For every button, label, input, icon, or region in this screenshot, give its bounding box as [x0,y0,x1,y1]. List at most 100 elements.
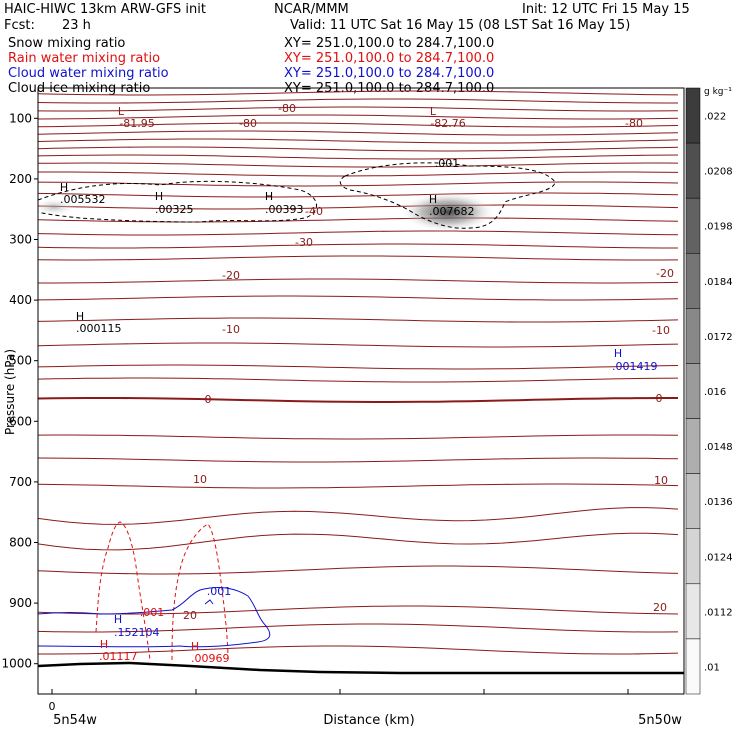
extremum-marker: H [429,193,437,206]
organization-label: NCAR/MMM [274,2,349,17]
colorbar-tick-label: .0112 [704,607,733,618]
extremum-value: .00969 [191,652,230,665]
colorbar-tick-label: .0172 [704,332,733,343]
isotherm-line [38,342,679,348]
isotherm-line [38,171,679,177]
y-tick-label: 900 [9,596,32,610]
isotherm-line [38,457,679,463]
x-endpoint-left: 5n54w [53,713,97,728]
colorbar-tick-label: .016 [704,387,726,398]
x-axis [51,689,629,694]
isotherm-line [38,130,679,136]
isotherm-line [38,605,679,615]
y-tick-label: 400 [9,293,32,307]
isotherm-line [38,377,679,383]
isotherm-line [38,397,678,403]
extremum-marker: L [430,105,437,118]
forecast-label: Fcst: [4,18,35,33]
field-xy-cloud-water: XY= 251.0,100.0 to 284.7,100.0 [284,66,495,81]
extremum-marker: H [191,640,199,653]
isotherm-line [38,146,679,152]
colorbar-tick-label: .0184 [704,277,733,288]
contour-label: -80 [239,117,257,130]
extremum-value: .001419 [612,360,658,373]
colorbar-tick-label: .022 [704,112,726,123]
contour-label: -20 [656,267,674,280]
contour-label: .001 [435,157,460,170]
forecast-hour: 23 h [62,18,91,33]
field-xy-rain: XY= 251.0,100.0 to 284.7,100.0 [284,51,495,66]
isotherm-line [38,483,679,489]
y-tick-label: 1000 [1,657,32,671]
colorbar-tick-label: .0136 [704,497,733,508]
extremum-value: .005532 [60,193,106,206]
colorbar-segment [685,473,701,529]
snow-contour-right [339,162,556,229]
isotherm-line [38,204,679,210]
isotherm-line [38,138,679,144]
extremum-marker: H [614,347,622,360]
extremum-marker: H [100,638,108,651]
extremum-value: .152104 [114,626,160,639]
colorbar-tick-label: .0208 [704,167,733,178]
isotherm-line [38,243,678,249]
colorbar-tick-label: .0148 [704,442,733,453]
isotherm-line [38,507,679,525]
extremum-value: .00325 [155,203,194,216]
isotherm-line [38,90,679,96]
extremum-marker: H [155,190,163,203]
extremum-marker: H [76,310,84,323]
contour-label: .001 [207,585,232,598]
y-tick-label: 800 [9,536,32,550]
terrain-surface [38,663,684,694]
contour-label: -30 [295,236,313,249]
isotherm-line [38,364,679,370]
temperature-contours [38,90,679,655]
init-time: Init: 12 UTC Fri 15 May 15 [522,2,690,17]
isotherm-line [38,98,678,104]
snow-shading-max [400,192,496,232]
isotherm-line [38,278,679,284]
y-tick-label: 100 [9,111,32,125]
plot-title: HAIC-HIWC 13km ARW-GFS init [4,2,206,17]
field-name-snow: Snow mixing ratio [8,36,126,51]
isotherm-line [38,106,679,112]
isotherm-line [38,532,679,551]
extremum-value: .00393 [265,203,304,216]
colorbar-segment [685,528,701,585]
x-endpoint-right: 5n50w [638,713,682,728]
colorbar-tick-label: .01 [704,662,720,673]
colorbar-segment [685,142,701,199]
terrain-outline [38,661,684,675]
colorbar-segment [685,418,701,474]
colorbar-tick-label: .0124 [704,552,733,563]
isotherm-line [38,317,679,323]
colorbar-unit: g kg⁻¹ [704,87,732,97]
contour-label: -40 [305,205,323,218]
extremum-value: .01117 [99,650,138,663]
isotherm-line [38,154,679,160]
snow-contour-left [38,180,317,223]
colorbar-segment [685,638,701,695]
contour-label: -80 [278,102,296,115]
x-tick-label: 0 [49,700,56,713]
isotherm-line [38,162,679,168]
colorbar-tick-label: .0198 [704,222,733,233]
contour-labels: -81.95 -80 -80 -82.76 -80 -40 -30 -20 -20 -10 -10 0… [60,102,674,665]
rain-contour-left [95,521,151,661]
contour-label: -10 [222,323,240,336]
isotherm-line [38,645,679,655]
colorbar-segment [685,87,701,144]
isotherm-line [38,255,679,261]
colorbar-segment [685,583,701,640]
y-tick-label: 600 [9,414,32,428]
colorbar: .022 .0208 .0198 .0184 .0172 .016 .0148 .0136 .0… [685,87,733,695]
isotherm-line [38,623,679,633]
isotherm-line [38,565,679,575]
y-tick-label: 300 [9,233,32,247]
contour-label: -20 [222,269,240,282]
contour-label: 20 [653,601,667,614]
colorbar-segment [685,197,701,254]
x-axis-label: Distance (km) [323,713,414,728]
extremum-marker: L [118,105,125,118]
